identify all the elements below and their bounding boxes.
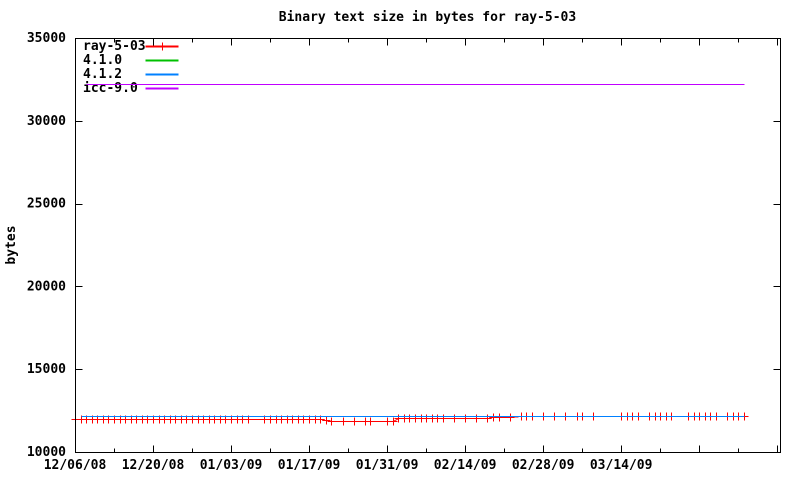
plot-border [75,38,781,453]
legend-label: icc-9.0 [83,81,138,96]
legend-label: 4.1.2 [83,67,122,82]
x-tick-label: 01/31/09 [356,458,419,473]
x-tick-label: 03/14/09 [590,458,653,473]
x-tick-label: 02/28/09 [512,458,575,473]
legend-label: ray-5-03 [83,39,146,54]
x-tick-label: 01/03/09 [200,458,263,473]
y-tick-label: 30000 [27,114,66,129]
chart-title: Binary text size in bytes for ray-5-03 [278,10,577,25]
x-tick-label: 01/17/09 [278,458,341,473]
y-tick-label: 10000 [27,445,66,460]
legend-label: 4.1.0 [83,53,122,68]
y-tick-label: 35000 [27,31,66,46]
y-tick-label: 25000 [27,197,66,212]
y-tick-label: 15000 [27,362,66,377]
x-tick-label: 12/06/08 [44,458,107,473]
y-tick-label: 20000 [27,279,66,294]
x-tick-label: 12/20/08 [122,458,185,473]
x-tick-label: 02/14/09 [434,458,497,473]
